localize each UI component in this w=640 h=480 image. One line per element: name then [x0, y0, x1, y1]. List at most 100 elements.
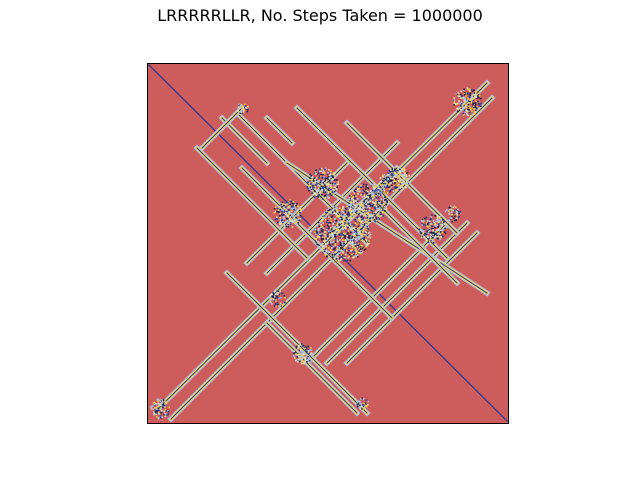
ant-cell [463, 98, 465, 100]
ant-cell [334, 186, 336, 188]
ant-cell [439, 229, 441, 232]
ant-cell [376, 199, 378, 202]
ant-cell [358, 235, 360, 237]
ant-cell [357, 186, 360, 188]
ant-cell [404, 172, 406, 175]
ant-cell [359, 213, 362, 216]
ant-cell [355, 232, 357, 235]
ant-cell [327, 192, 330, 194]
ant-cell [462, 107, 464, 110]
ant-cell [366, 225, 368, 228]
ant-cell [275, 299, 277, 301]
ant-cell [282, 205, 284, 207]
ant-cell [303, 346, 306, 349]
ant-cell [331, 243, 334, 245]
ant-cell [354, 254, 356, 257]
plot-title: LRRRRRLLR, No. Steps Taken = 1000000 [157, 6, 483, 25]
ant-cell [455, 218, 457, 221]
ant-cell [308, 178, 311, 180]
ant-cell [388, 177, 391, 180]
ant-cell [153, 413, 155, 416]
ant-cell [456, 214, 459, 216]
ant-cell [319, 191, 321, 194]
ant-cell [394, 179, 396, 181]
ant-cell [336, 207, 338, 209]
ant-cell [454, 219, 456, 222]
ant-cell [354, 245, 357, 247]
ant-cell [324, 198, 327, 201]
ant-cell [361, 397, 363, 400]
ant-cell [328, 169, 330, 171]
ant-cell [322, 179, 324, 182]
ant-trail-pattern [148, 64, 508, 423]
ant-cell [379, 190, 381, 193]
ant-cell [311, 178, 313, 181]
ant-cell [325, 231, 327, 233]
ant-cell [344, 220, 346, 223]
ant-cell [351, 223, 353, 226]
ant-cell [302, 362, 305, 364]
ant-cell [354, 210, 357, 212]
ant-trail-segment [326, 222, 468, 364]
ant-cell [164, 401, 167, 403]
ant-cell [403, 180, 406, 183]
ant-cell [390, 182, 392, 184]
ant-cell [407, 183, 410, 185]
ant-cell [280, 219, 283, 222]
ant-cell [335, 188, 338, 190]
ant-cell [369, 203, 372, 206]
ant-cell [434, 222, 437, 225]
ant-cell [398, 181, 401, 183]
ant-cell [356, 234, 358, 237]
ant-cell [343, 242, 345, 245]
ant-cell [385, 198, 387, 201]
ant-cell [329, 227, 332, 229]
ant-cell [156, 406, 158, 409]
ant-cell [276, 291, 279, 294]
ant-cell [369, 199, 371, 201]
ant-cell [470, 101, 473, 104]
ant-cell [378, 200, 381, 202]
ant-cell [378, 182, 380, 185]
ant-cell [462, 112, 465, 115]
ant-cell [322, 222, 324, 224]
ant-cell [356, 201, 358, 204]
ant-cell [362, 193, 364, 195]
ant-cell [388, 186, 390, 189]
ant-cell [329, 221, 332, 224]
ant-cell [318, 236, 321, 238]
ant-cell [323, 225, 326, 228]
ant-cell [365, 191, 367, 194]
ant-cell [352, 227, 354, 230]
ant-cell [472, 102, 474, 105]
ant-cell [319, 231, 322, 234]
ant-cell [278, 290, 280, 292]
ant-cell [308, 352, 310, 354]
ant-cell [347, 226, 349, 229]
ant-cell [371, 219, 374, 222]
ant-cell [419, 227, 422, 230]
ant-cell [340, 247, 343, 250]
ant-cell [324, 187, 326, 190]
ant-cell [360, 184, 362, 187]
ant-cell [294, 356, 296, 359]
ant-cell [426, 230, 429, 232]
ant-cell [389, 171, 391, 173]
ant-cell [374, 220, 376, 222]
ant-cell [473, 89, 475, 91]
ant-cell [286, 217, 288, 220]
ant-cell [289, 200, 292, 203]
ant-cell [328, 210, 330, 213]
ant-cell [366, 196, 369, 198]
ant-cell [283, 226, 286, 228]
ant-cell [359, 209, 361, 211]
ant-cell [346, 210, 348, 212]
ant-cell [150, 406, 152, 408]
ant-cell [368, 215, 371, 218]
ant-cell [382, 211, 384, 214]
ant-cell [435, 231, 438, 233]
ant-cell [319, 168, 321, 170]
ant-cell [340, 208, 343, 211]
ant-cell [297, 211, 299, 214]
ant-cell [396, 174, 398, 176]
